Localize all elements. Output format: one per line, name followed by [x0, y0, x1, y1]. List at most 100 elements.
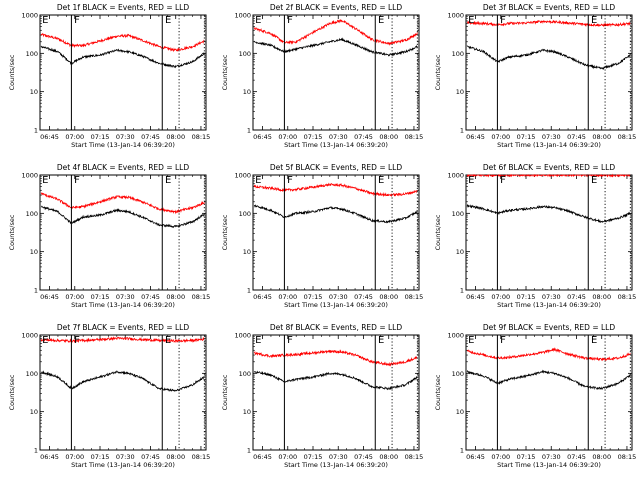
panel-title: Det 8f BLACK = Events, RED = LLD — [270, 323, 403, 332]
y-tick-label: 1000 — [447, 332, 464, 340]
lld-series-line — [466, 347, 631, 362]
x-tick-label: 07:45 — [567, 133, 586, 141]
x-tick-label: 08:00 — [592, 453, 611, 461]
x-tick-label: 07:30 — [116, 293, 135, 301]
x-tick-label: 08:15 — [405, 453, 424, 461]
detector-panel-1: Det 1f BLACK = Events, RED = LLD 1 10 100 10… — [8, 3, 210, 149]
lld-series-line — [40, 336, 205, 344]
segment-marker-label: E — [591, 15, 597, 26]
plot-frame — [465, 334, 633, 451]
x-tick-label: 07:00 — [65, 133, 84, 141]
x-tick-label: 08:15 — [192, 133, 211, 141]
segment-marker-label: F — [74, 175, 80, 186]
x-tick-label: 07:00 — [491, 133, 510, 141]
x-tick-label: 08:15 — [405, 133, 424, 141]
x-tick-label: 08:00 — [592, 133, 611, 141]
segment-marker-label: E — [378, 175, 384, 186]
segment-marker-label: E — [468, 335, 474, 346]
y-tick-label: 100 — [26, 50, 38, 58]
segment-marker-label: F — [287, 175, 293, 186]
y-tick-label: 1000 — [21, 12, 38, 20]
plot-frame — [39, 174, 207, 291]
x-tick-label: 07:45 — [567, 293, 586, 301]
x-tick-label: 07:15 — [91, 133, 110, 141]
x-tick-label: 07:30 — [542, 133, 561, 141]
x-tick-label: 07:30 — [116, 133, 135, 141]
y-tick-label: 1000 — [21, 172, 38, 180]
x-tick-label: 06:45 — [253, 453, 272, 461]
x-axis-label: Start Time (13-Jan-14 06:39:20) — [71, 141, 175, 149]
segment-marker-label: F — [74, 335, 80, 346]
detector-panel-5: Det 5f BLACK = Events, RED = LLD 1 10 100 10… — [221, 163, 423, 309]
x-tick-label: 07:45 — [567, 453, 586, 461]
y-tick-label: 1 — [247, 127, 251, 135]
x-tick-label: 07:00 — [491, 453, 510, 461]
segment-marker-label: F — [500, 15, 506, 26]
lld-series-line — [466, 19, 631, 28]
lld-series-line — [253, 182, 418, 198]
x-tick-label: 08:15 — [405, 293, 424, 301]
y-tick-label: 100 — [239, 210, 251, 218]
y-tick-label: 100 — [452, 210, 464, 218]
x-tick-label: 08:15 — [618, 293, 637, 301]
y-tick-label: 10 — [456, 408, 464, 416]
x-tick-label: 08:00 — [379, 293, 398, 301]
y-axis-label: Counts/sec — [8, 374, 16, 410]
segment-marker-label: E — [468, 15, 474, 26]
segment-marker-label: F — [287, 335, 293, 346]
x-tick-label: 07:30 — [329, 453, 348, 461]
x-tick-label: 07:30 — [329, 293, 348, 301]
y-axis-label: Counts/sec — [221, 374, 229, 410]
y-tick-label: 1000 — [447, 172, 464, 180]
segment-marker-label: E — [255, 175, 261, 186]
y-axis-label: Counts/sec — [434, 214, 442, 250]
x-tick-label: 08:15 — [618, 133, 637, 141]
x-tick-label: 07:15 — [517, 453, 536, 461]
events-series-line — [253, 370, 418, 391]
x-tick-label: 07:30 — [542, 293, 561, 301]
x-tick-label: 08:00 — [166, 133, 185, 141]
y-tick-label: 10 — [243, 88, 251, 96]
x-tick-label: 06:45 — [466, 453, 485, 461]
x-axis-label: Start Time (13-Jan-14 06:39:20) — [497, 301, 601, 309]
y-axis-label: Counts/sec — [434, 54, 442, 90]
x-tick-label: 07:15 — [304, 453, 323, 461]
y-axis-label: Counts/sec — [8, 54, 16, 90]
y-tick-label: 10 — [456, 88, 464, 96]
x-tick-label: 06:45 — [466, 293, 485, 301]
panel-title: Det 1f BLACK = Events, RED = LLD — [57, 3, 190, 12]
x-tick-label: 08:15 — [618, 453, 637, 461]
y-axis-label: Counts/sec — [8, 214, 16, 250]
detector-panel-6: Det 6f BLACK = Events, RED = LLD 1 10 100 10… — [434, 163, 636, 309]
x-axis-label: Start Time (13-Jan-14 06:39:20) — [71, 461, 175, 469]
lld-series-line — [253, 349, 418, 367]
y-tick-label: 1 — [247, 447, 251, 455]
y-tick-label: 1 — [460, 447, 464, 455]
x-tick-label: 08:00 — [592, 293, 611, 301]
panel-title: Det 6f BLACK = Events, RED = LLD — [483, 163, 616, 172]
events-series-line — [466, 45, 631, 71]
y-axis-label: Counts/sec — [221, 214, 229, 250]
detector-panel-8: Det 8f BLACK = Events, RED = LLD 1 10 100 10… — [221, 323, 423, 469]
x-axis-label: Start Time (13-Jan-14 06:39:20) — [284, 461, 388, 469]
segment-marker-label: E — [591, 335, 597, 346]
x-tick-label: 06:45 — [40, 133, 59, 141]
segment-marker-label: E — [42, 15, 48, 26]
segment-marker-label: E — [591, 175, 597, 186]
x-tick-label: 06:45 — [253, 133, 272, 141]
segment-marker-label: F — [500, 335, 506, 346]
detector-panel-2: Det 2f BLACK = Events, RED = LLD 1 10 100 10… — [221, 3, 423, 149]
x-tick-label: 08:00 — [379, 133, 398, 141]
panel-title: Det 5f BLACK = Events, RED = LLD — [270, 163, 403, 172]
y-tick-label: 10 — [30, 88, 38, 96]
events-series-line — [254, 204, 418, 224]
events-series-line — [40, 45, 205, 69]
events-series-line — [40, 370, 205, 392]
y-tick-label: 100 — [26, 210, 38, 218]
x-tick-label: 06:45 — [466, 133, 485, 141]
detector-panel-4: Det 4f BLACK = Events, RED = LLD 1 10 100 10… — [8, 163, 210, 309]
x-tick-label: 07:30 — [329, 133, 348, 141]
x-tick-label: 07:15 — [91, 453, 110, 461]
y-tick-label: 10 — [243, 408, 251, 416]
events-series-line — [41, 205, 205, 229]
